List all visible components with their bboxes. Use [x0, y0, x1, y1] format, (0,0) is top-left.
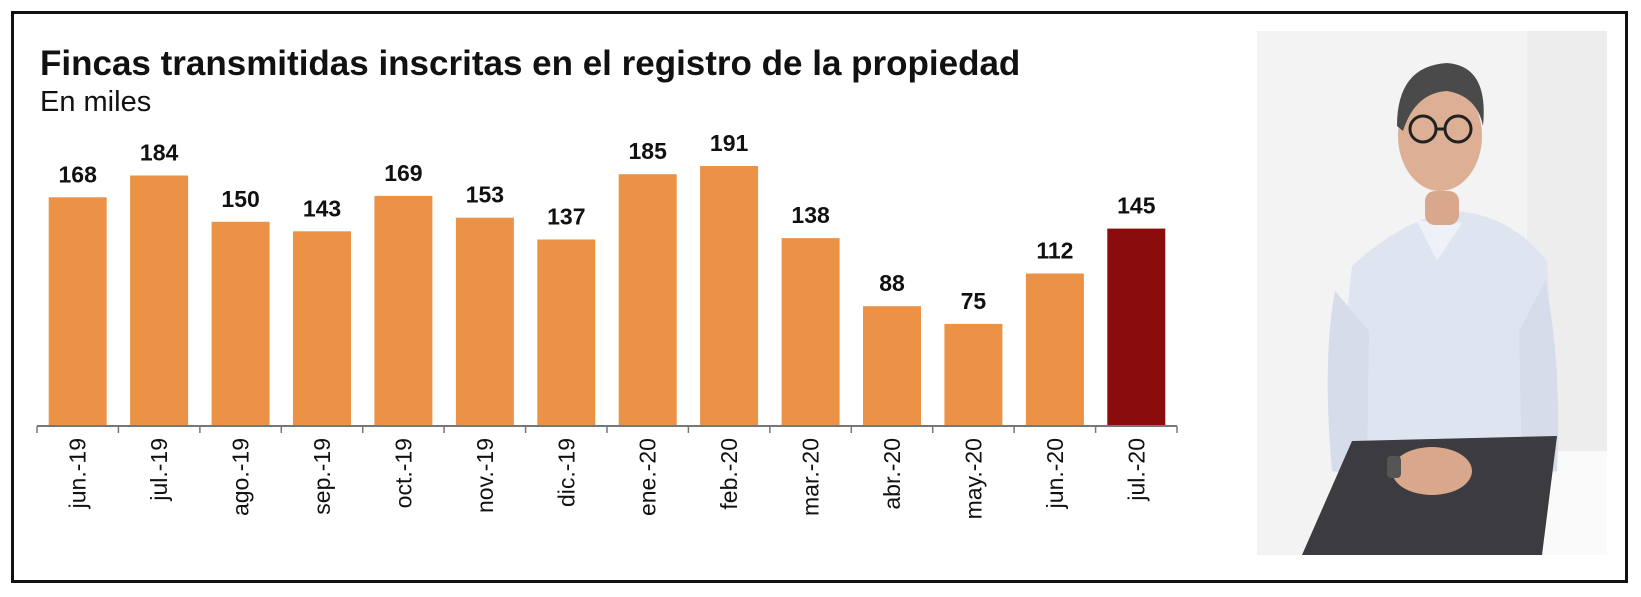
x-tick-label: nov.-19 — [472, 438, 498, 513]
bar-abr.-20 — [863, 306, 921, 426]
x-tick-label: jun.-19 — [65, 438, 91, 509]
x-tick-label: feb.-20 — [716, 438, 742, 510]
bar-oct.-19 — [374, 195, 433, 426]
x-tick-label: jul.-20 — [1123, 438, 1149, 502]
x-tick-label: abr.-20 — [879, 438, 905, 510]
data-label: 112 — [1036, 238, 1073, 264]
x-tick-label: ago.-19 — [228, 438, 254, 516]
x-tick-label: sep.-19 — [309, 438, 335, 515]
bar-ene.-20 — [618, 174, 677, 426]
data-label: 145 — [1117, 193, 1156, 219]
bar-jun.-19 — [48, 197, 107, 426]
chart-subtitle: En miles — [40, 86, 152, 118]
data-label: 185 — [629, 138, 668, 164]
figure-frame — [11, 11, 1628, 583]
data-label: 88 — [879, 270, 905, 296]
bar-chart: 168 jun.-19 184 jul.-19 150 ago.-19 143 sep.-19… — [36, 130, 1178, 519]
x-tick-label: jun.-20 — [1042, 438, 1068, 509]
bar-jul.-19 — [130, 175, 189, 426]
bar-may.-20 — [944, 323, 1003, 426]
chart-title: Fincas transmitidas inscritas en el regi… — [40, 44, 1021, 83]
data-label: 138 — [791, 202, 830, 228]
portrait-photo — [1257, 31, 1607, 555]
data-label: 137 — [547, 204, 585, 230]
data-label: 169 — [384, 160, 422, 186]
bar-mar.-20 — [781, 238, 840, 426]
bar-dic.-19 — [537, 239, 596, 426]
bar-jun.-20 — [1025, 273, 1084, 426]
data-label: 153 — [466, 182, 504, 208]
x-tick-label: jul.-19 — [146, 438, 172, 502]
x-tick-label: mar.-20 — [798, 438, 824, 516]
x-tick-label: oct.-19 — [390, 438, 416, 508]
data-label: 184 — [140, 140, 179, 166]
x-tick-label: dic.-19 — [553, 438, 579, 507]
x-tick-label: ene.-20 — [635, 438, 661, 516]
bar-jul.-20 — [1107, 228, 1166, 426]
data-label: 168 — [59, 161, 98, 187]
bar-ago.-19 — [211, 221, 270, 426]
bar-nov.-19 — [455, 217, 514, 426]
person-portrait-photo-icon — [1257, 31, 1607, 555]
data-label: 191 — [710, 130, 749, 156]
bar-sep.-19 — [293, 231, 351, 426]
data-label: 143 — [303, 195, 341, 221]
data-label: 75 — [961, 288, 987, 314]
data-label: 150 — [221, 186, 259, 212]
bar-feb.-20 — [700, 166, 759, 426]
x-tick-label: may.-20 — [960, 438, 986, 519]
